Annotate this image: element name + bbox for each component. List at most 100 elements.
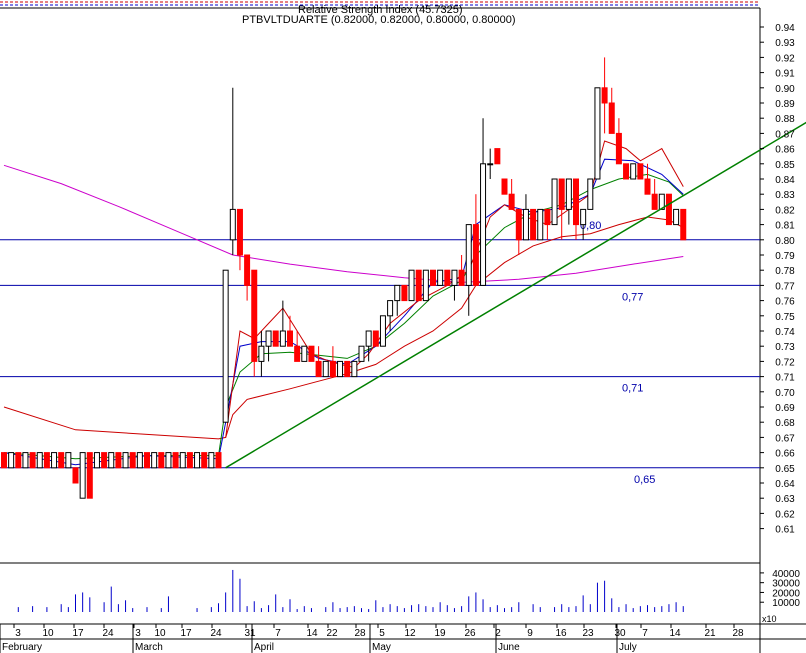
candle-body bbox=[229, 208, 236, 241]
candle-body bbox=[72, 467, 79, 484]
candle-body bbox=[673, 208, 680, 226]
date-tick-label: 24 bbox=[102, 628, 114, 639]
candle-body bbox=[51, 452, 58, 469]
series-ma_red_short bbox=[225, 140, 684, 438]
candle bbox=[515, 208, 522, 255]
candle bbox=[365, 330, 372, 362]
volume-tick-label: 10000 bbox=[772, 598, 800, 609]
candle-body bbox=[15, 452, 22, 469]
candle-body bbox=[165, 452, 172, 469]
price-tick-label: 0.85 bbox=[775, 160, 795, 171]
candle bbox=[565, 178, 572, 225]
candle bbox=[101, 452, 108, 469]
candle-body bbox=[630, 163, 637, 180]
candle bbox=[22, 452, 29, 469]
price-tick-label: 0.78 bbox=[775, 266, 795, 277]
candle-body bbox=[236, 208, 243, 256]
candle-body bbox=[623, 163, 630, 180]
candle-body bbox=[65, 452, 72, 469]
candle-body bbox=[122, 452, 129, 469]
level-label: 0,71 bbox=[622, 383, 643, 395]
candle-body bbox=[322, 360, 329, 378]
candle-body bbox=[258, 345, 265, 362]
candle-body bbox=[594, 87, 601, 180]
candle-body bbox=[43, 452, 50, 469]
date-tick-label: 16 bbox=[555, 628, 567, 639]
trendline bbox=[225, 121, 806, 469]
date-tick-label: 14 bbox=[669, 628, 681, 639]
price-tick-label: 0.88 bbox=[775, 114, 795, 125]
date-tick-label: 17 bbox=[72, 628, 84, 639]
candle bbox=[244, 254, 251, 301]
candle-body bbox=[415, 269, 422, 302]
level-label: 0,65 bbox=[634, 474, 655, 486]
candle bbox=[308, 345, 315, 362]
candle-body bbox=[379, 315, 386, 347]
candle-body bbox=[144, 452, 150, 469]
month-label: June bbox=[498, 642, 520, 653]
price-tick-label: 0.75 bbox=[775, 312, 795, 323]
date-tick-label: 9 bbox=[527, 628, 533, 639]
candle bbox=[236, 208, 243, 271]
candle bbox=[65, 452, 72, 469]
candle bbox=[51, 452, 58, 469]
candle bbox=[522, 194, 529, 241]
candle-body bbox=[36, 452, 43, 469]
series-ma_fast bbox=[3, 173, 684, 460]
date-tick-label: 7 bbox=[642, 628, 648, 639]
candle bbox=[665, 193, 672, 226]
candle bbox=[301, 345, 308, 362]
price-tick-label: 0.77 bbox=[775, 281, 795, 292]
candle-body bbox=[108, 452, 115, 469]
candle bbox=[394, 284, 401, 316]
candle bbox=[544, 208, 551, 240]
candle-body bbox=[101, 452, 108, 469]
candle-body bbox=[194, 452, 201, 469]
series-ma_mid bbox=[3, 216, 684, 440]
indicator-label: Relative Strength Index (45.7325) bbox=[298, 4, 463, 16]
candle-body bbox=[565, 178, 572, 210]
candle bbox=[430, 269, 436, 286]
candle-body bbox=[329, 360, 336, 378]
candle bbox=[472, 194, 479, 286]
candle bbox=[186, 452, 193, 469]
candle bbox=[408, 269, 415, 302]
candle-body bbox=[651, 193, 658, 210]
price-tick-label: 0.62 bbox=[775, 509, 795, 520]
price-tick-label: 0.71 bbox=[775, 373, 795, 384]
date-axis: 3 10 17 24 3 10 17 24 31 7 14 22 28 5 12 19 26 2 9 16 23 30 7 1… bbox=[0, 624, 744, 653]
candle bbox=[287, 315, 293, 347]
candle bbox=[344, 360, 351, 378]
candle bbox=[58, 452, 65, 469]
candle bbox=[337, 360, 344, 378]
price-tick-label: 0.72 bbox=[775, 357, 795, 368]
candle-body bbox=[86, 452, 93, 499]
candle-body bbox=[465, 224, 472, 286]
candle bbox=[673, 208, 680, 226]
series-ma_faster bbox=[3, 158, 684, 466]
candle bbox=[615, 118, 622, 165]
moving-averages bbox=[3, 140, 684, 466]
volume-multiplier: x10 bbox=[762, 614, 777, 624]
price-tick-label: 0.66 bbox=[775, 449, 795, 460]
candle-body bbox=[522, 208, 529, 241]
date-tick-label: 31 bbox=[244, 628, 256, 639]
candle-body bbox=[351, 360, 358, 378]
date-tick-label: 19 bbox=[434, 628, 446, 639]
price-tick-label: 0.61 bbox=[775, 525, 795, 536]
price-tick-label: 0.89 bbox=[775, 99, 795, 110]
candle-body bbox=[580, 208, 587, 226]
candle bbox=[451, 269, 458, 301]
candle bbox=[144, 452, 150, 469]
date-tick-label: 3 bbox=[135, 628, 141, 639]
date-tick-label: 10 bbox=[42, 628, 54, 639]
candle bbox=[351, 360, 358, 378]
date-tick-label: 5 bbox=[379, 628, 385, 639]
candle bbox=[358, 345, 365, 362]
candle bbox=[15, 452, 22, 469]
candle bbox=[258, 331, 265, 377]
candle bbox=[108, 452, 115, 469]
price-tick-label: 0.65 bbox=[775, 464, 795, 475]
